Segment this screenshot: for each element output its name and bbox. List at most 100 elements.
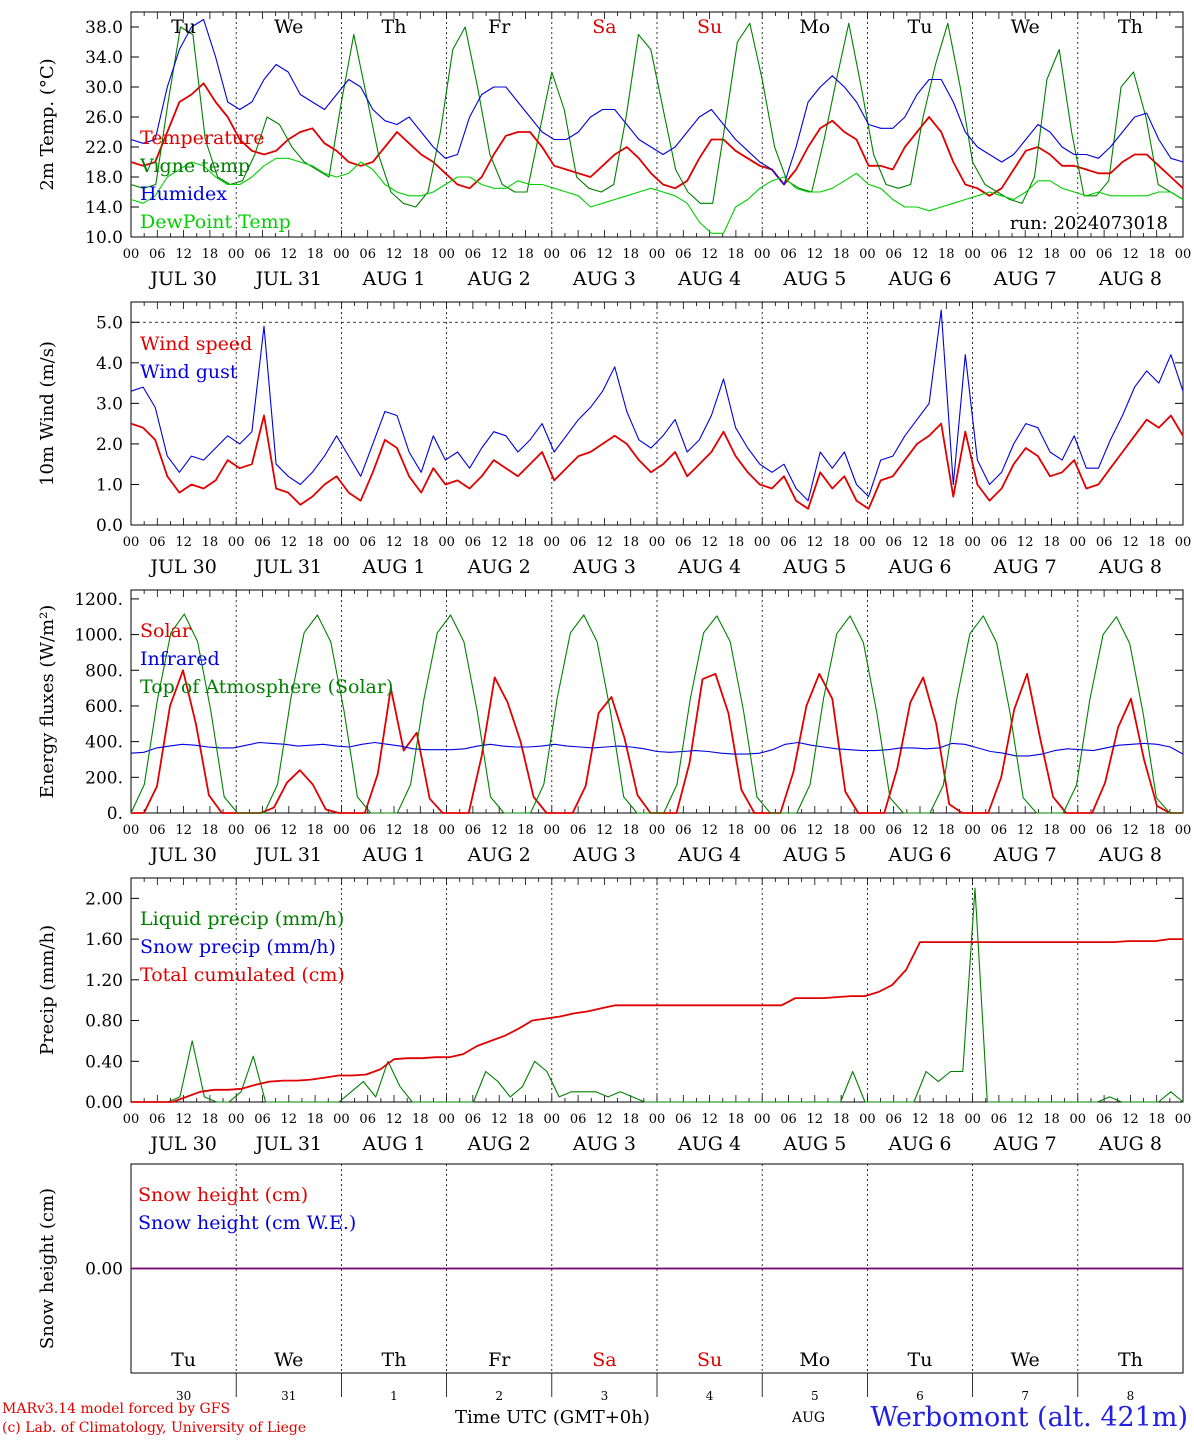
- hour-tick-label: 00: [228, 247, 245, 262]
- legend-entry: Top of Atmosphere (Solar): [140, 676, 393, 698]
- hour-tick-label: 06: [885, 823, 902, 838]
- hour-tick-label: 18: [517, 1112, 534, 1127]
- hour-tick-label: 00: [544, 1112, 561, 1127]
- hour-tick-label: 18: [728, 247, 745, 262]
- credit-line-lab: (c) Lab. of Climatology, University of L…: [2, 1420, 307, 1436]
- hour-tick-label: 00: [123, 1112, 140, 1127]
- y-tick-label: 1.60: [85, 930, 123, 950]
- hour-tick-label: 12: [1017, 1112, 1034, 1127]
- hour-tick-label: 12: [807, 1112, 824, 1127]
- hour-tick-label: 18: [517, 535, 534, 550]
- hour-tick-label: 00: [123, 535, 140, 550]
- hour-tick-label: 06: [359, 823, 376, 838]
- hour-tick-label: 12: [281, 1112, 298, 1127]
- hour-tick-label: 06: [780, 1112, 797, 1127]
- day-number-label: 7: [1021, 1389, 1029, 1403]
- hour-tick-label: 18: [1043, 535, 1060, 550]
- weekday-label-bottom: Th: [1118, 1349, 1143, 1371]
- hour-tick-label: 00: [859, 247, 876, 262]
- hour-tick-label: 00: [438, 1112, 455, 1127]
- date-label: AUG 2: [467, 268, 531, 290]
- hour-tick-label: 18: [622, 247, 639, 262]
- hour-tick-label: 06: [149, 247, 166, 262]
- panel-3: 0. 200. 400. 600. 800. 1000. 1200. Energy fluxe…: [37, 589, 1191, 866]
- date-label: JUL 31: [254, 268, 322, 290]
- hour-tick-label: 12: [912, 823, 929, 838]
- hour-tick-label: 00: [1070, 247, 1087, 262]
- hour-tick-label: 12: [386, 823, 403, 838]
- hour-tick-label: 12: [701, 535, 718, 550]
- hour-tick-label: 00: [1070, 1112, 1087, 1127]
- hour-tick-label: 00: [1175, 247, 1192, 262]
- date-label: AUG 5: [782, 1133, 846, 1155]
- hour-tick-label: 06: [675, 247, 692, 262]
- date-label: AUG 8: [1098, 844, 1162, 866]
- hour-tick-label: 12: [386, 247, 403, 262]
- y-tick-label: 0.0: [96, 516, 123, 536]
- date-label: AUG 2: [467, 844, 531, 866]
- hour-tick-label: 06: [149, 1112, 166, 1127]
- hour-tick-label: 12: [1122, 247, 1139, 262]
- legend-entry: Temperature: [140, 127, 264, 149]
- hour-tick-label: 12: [175, 247, 192, 262]
- panel-5: 0.00 Snow height (cm) Snow height (cm) Snow…: [37, 1163, 1184, 1397]
- day-number-label: 5: [811, 1389, 819, 1403]
- credit-line-model: MARv3.14 model forced by GFS: [2, 1401, 231, 1417]
- hour-tick-label: 06: [991, 823, 1008, 838]
- hour-tick-label: 12: [491, 247, 508, 262]
- hour-tick-label: 18: [622, 1112, 639, 1127]
- hour-tick-label: 06: [465, 247, 482, 262]
- legend-entry: Snow height (cm): [138, 1184, 308, 1206]
- hour-tick-label: 00: [438, 535, 455, 550]
- hour-tick-label: 06: [675, 1112, 692, 1127]
- date-label: AUG 8: [1098, 1133, 1162, 1155]
- y-tick-label: 0.: [107, 804, 123, 824]
- hour-tick-label: 00: [438, 247, 455, 262]
- hour-tick-label: 12: [807, 823, 824, 838]
- date-label: AUG 2: [467, 1133, 531, 1155]
- date-label: JUL 30: [148, 1133, 216, 1155]
- date-label: AUG 1: [361, 268, 425, 290]
- date-label: AUG 5: [782, 556, 846, 578]
- hour-tick-label: 06: [991, 535, 1008, 550]
- weekday-label-top: We: [1011, 16, 1040, 38]
- hour-tick-label: 12: [596, 247, 613, 262]
- hour-tick-label: 06: [570, 1112, 587, 1127]
- hour-tick-label: 06: [465, 1112, 482, 1127]
- hour-tick-label: 12: [491, 1112, 508, 1127]
- y-tick-label: 22.0: [85, 138, 123, 158]
- hour-tick-label: 00: [754, 535, 771, 550]
- hour-tick-label: 00: [964, 1112, 981, 1127]
- hour-tick-label: 18: [938, 1112, 955, 1127]
- hour-tick-label: 00: [544, 535, 561, 550]
- y-tick-label: 34.0: [85, 48, 123, 68]
- date-label: AUG 6: [887, 844, 951, 866]
- hour-tick-label: 18: [622, 535, 639, 550]
- day-number-label: 6: [916, 1389, 924, 1403]
- hour-tick-label: 00: [964, 535, 981, 550]
- date-label: AUG 7: [993, 556, 1057, 578]
- hour-tick-label: 12: [596, 535, 613, 550]
- weekday-label-bottom: Tu: [908, 1349, 933, 1371]
- y-tick-label: 26.0: [85, 108, 123, 128]
- hour-tick-label: 12: [1122, 1112, 1139, 1127]
- date-label: JUL 30: [148, 556, 216, 578]
- hour-tick-label: 18: [622, 823, 639, 838]
- hour-tick-label: 18: [202, 1112, 219, 1127]
- hour-tick-label: 18: [307, 535, 324, 550]
- hour-tick-label: 18: [728, 1112, 745, 1127]
- hour-tick-label: 00: [649, 247, 666, 262]
- y-tick-label: 18.0: [85, 168, 123, 188]
- hour-tick-label: 12: [386, 1112, 403, 1127]
- hour-tick-label: 12: [701, 823, 718, 838]
- series-line-wind-speed: [130, 414, 1184, 510]
- date-label: AUG 1: [361, 844, 425, 866]
- hour-tick-label: 06: [149, 535, 166, 550]
- y-tick-label: 1.20: [85, 971, 123, 991]
- date-label: AUG 4: [677, 844, 741, 866]
- series-line-vigne-temp: [130, 22, 1184, 208]
- hour-tick-label: 18: [307, 1112, 324, 1127]
- hour-tick-label: 18: [728, 823, 745, 838]
- hour-tick-label: 12: [1122, 535, 1139, 550]
